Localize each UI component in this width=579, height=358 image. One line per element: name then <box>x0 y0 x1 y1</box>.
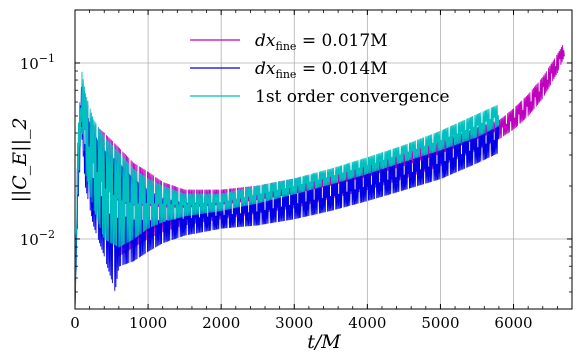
x-tick-label: 0 <box>70 314 80 332</box>
legend-entry-2: dxfine = 0.014M <box>255 59 388 81</box>
y-tick-label: 10−2 <box>20 228 55 249</box>
ticks <box>74 9 572 310</box>
y-tick-label-exponent: −1 <box>39 52 55 65</box>
x-tick-label: 6000 <box>494 314 532 332</box>
y-tick-label-base: 10 <box>20 55 39 73</box>
y-axis-label: ||C_E||_2 <box>9 117 31 202</box>
x-axis-label-text: t/M <box>307 331 341 353</box>
x-tick-label: 5000 <box>421 314 459 332</box>
legend-subscript: fine <box>275 40 296 53</box>
legend-subscript: fine <box>275 68 296 81</box>
legend-entry-1: dxfine = 0.017M <box>255 31 388 53</box>
x-tick-label: 3000 <box>275 314 313 332</box>
legend-math: dx <box>255 31 276 51</box>
plot-background <box>75 10 572 309</box>
legend-entry-3: 1st order convergence <box>255 87 450 107</box>
legend-math: dx <box>255 59 276 79</box>
series-layer <box>75 44 565 309</box>
legend-text-rest: = 0.017M <box>296 31 387 51</box>
legend-text-rest: 1st order convergence <box>255 87 450 107</box>
y-tick-labels: 10−210−1 <box>20 52 55 249</box>
x-tick-labels: 0 1000 2000 3000 4000 5000 6000 <box>70 314 532 332</box>
y-tick-label-exponent: −2 <box>39 228 55 241</box>
x-axis-label: t/M <box>307 331 341 353</box>
x-tick-label: 2000 <box>202 314 240 332</box>
x-tick-label: 1000 <box>129 314 167 332</box>
y-axis-label-text: ||C_E||_2 <box>9 117 31 202</box>
x-tick-label: 4000 <box>348 314 386 332</box>
series-line-3 <box>75 71 500 309</box>
legend-text-rest: = 0.014M <box>296 59 387 79</box>
y-tick-label-base: 10 <box>20 231 39 249</box>
y-tick-label: 10−1 <box>20 52 55 73</box>
svg-text:||C_E||_2: ||C_E||_2 <box>9 117 31 202</box>
